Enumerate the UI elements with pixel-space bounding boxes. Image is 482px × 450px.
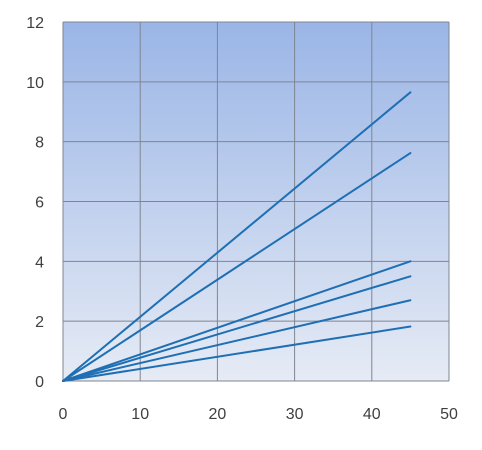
y-tick-label: 8	[35, 135, 44, 152]
series-line-4	[62, 275, 412, 382]
y-tick-label: 12	[26, 15, 44, 32]
series-line-3	[62, 260, 412, 382]
x-tick-label: 20	[209, 406, 227, 423]
x-tick-label: 30	[286, 406, 304, 423]
x-tick-label: 50	[440, 406, 458, 423]
y-tick-label: 4	[35, 254, 44, 271]
x-tick-label: 0	[59, 406, 68, 423]
series-line-6	[62, 325, 412, 382]
y-tick-label: 6	[35, 195, 44, 212]
series-lines	[62, 91, 412, 382]
x-axis-ticks: 0 10 20 30 40 50	[59, 406, 458, 423]
series-line-1	[62, 91, 412, 382]
y-tick-label: 2	[35, 314, 44, 331]
y-tick-label: 0	[35, 374, 44, 391]
x-tick-label: 40	[363, 406, 381, 423]
grid	[62, 21, 450, 382]
y-tick-label: 10	[26, 75, 44, 92]
series-line-2	[62, 152, 412, 382]
series-line-5	[62, 299, 412, 382]
x-tick-label: 10	[131, 406, 149, 423]
y-axis-ticks: 0 2 4 6 8 10 12	[26, 15, 44, 391]
